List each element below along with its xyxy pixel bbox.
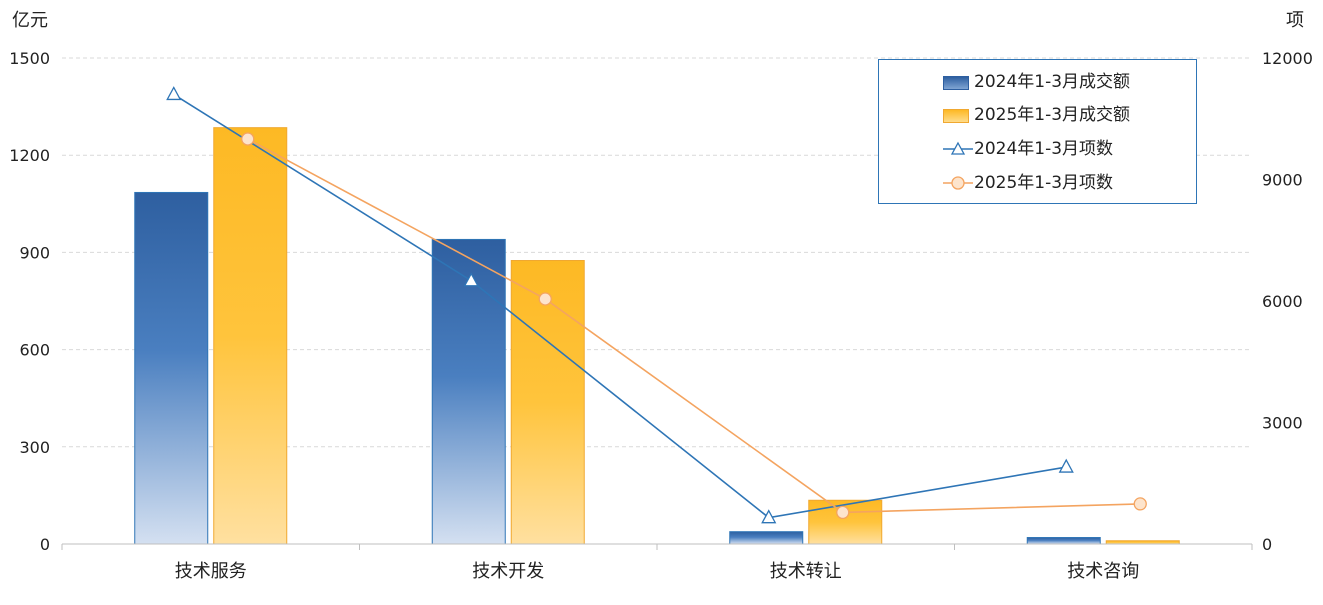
left-tick-label: 300 <box>19 438 50 457</box>
bar-2024-amount <box>431 238 506 545</box>
legend-item-2025-amount: 2025年1-3月成交额 <box>879 103 1196 127</box>
left-tick-label: 1200 <box>9 146 50 165</box>
category-label: 技术转让 <box>770 561 842 582</box>
right-tick-label: 9000 <box>1262 171 1303 190</box>
legend-label-2024-amount: 2024年1-3月成交额 <box>974 72 1131 92</box>
bar-2025-amount <box>213 127 288 545</box>
point-2025-count <box>836 505 850 520</box>
line-2024-count <box>173 93 1067 519</box>
legend-item-2024-count: 2024年1-3月项数 <box>879 137 1196 161</box>
bar-2025-amount <box>510 260 585 545</box>
left-tick-label: 1500 <box>9 49 50 68</box>
legend-item-2025-count: 2025年1-3月项数 <box>879 171 1196 195</box>
legend-triangle-line-icon <box>943 141 973 155</box>
point-2024-count <box>166 86 182 101</box>
left-tick-label: 600 <box>19 341 50 360</box>
legend-item-2024-amount: 2024年1-3月成交额 <box>879 70 1196 94</box>
point-2024-count <box>761 509 777 524</box>
bar-2024-amount <box>134 191 209 545</box>
left-axis-unit: 亿元 <box>12 10 48 31</box>
right-axis-unit: 项 <box>1286 10 1304 31</box>
point-2024-count <box>1058 458 1074 473</box>
legend-swatch-2025-amount <box>943 109 969 123</box>
line-2025-count <box>247 138 1141 514</box>
right-tick-label: 3000 <box>1262 414 1303 433</box>
left-tick-label: 900 <box>19 243 50 262</box>
category-label: 技术咨询 <box>1067 561 1139 582</box>
bar-2024-amount <box>729 531 804 545</box>
right-tick-label: 12000 <box>1262 49 1313 68</box>
right-tick-label: 0 <box>1262 535 1272 554</box>
legend-swatch-2024-amount <box>943 76 969 90</box>
category-label: 技术开发 <box>472 561 544 582</box>
legend-label-2025-amount: 2025年1-3月成交额 <box>974 105 1131 125</box>
point-2025-count <box>1133 497 1147 511</box>
legend-circle-line-icon <box>943 176 973 190</box>
left-tick-label: 0 <box>40 535 50 554</box>
point-2025-count <box>241 132 255 146</box>
category-label: 技术服务 <box>175 561 247 582</box>
point-2025-count <box>538 292 552 306</box>
point-2024-count <box>463 272 479 287</box>
legend-label-2024-count: 2024年1-3月项数 <box>974 139 1114 159</box>
bar-2024-amount <box>1026 537 1101 545</box>
chart-legend: 2024年1-3月成交额 2025年1-3月成交额 2024年1-3月项数 20… <box>878 59 1197 204</box>
legend-label-2025-count: 2025年1-3月项数 <box>974 173 1114 193</box>
right-tick-label: 6000 <box>1262 292 1303 311</box>
